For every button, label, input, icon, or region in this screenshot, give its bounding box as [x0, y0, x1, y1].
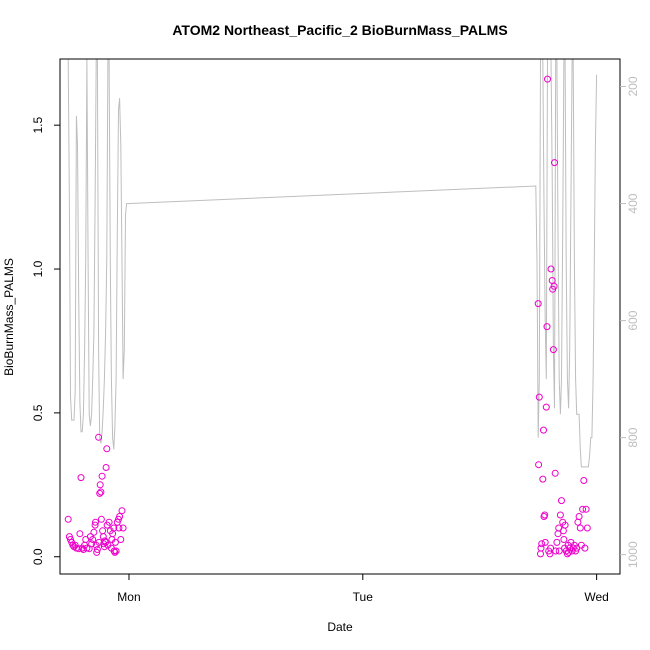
data-point	[559, 527, 567, 535]
data-point	[537, 550, 544, 558]
x-tick-label: Tue	[353, 590, 374, 604]
y2-tick-label: 800	[626, 427, 640, 447]
data-point	[111, 548, 119, 556]
data-point	[555, 547, 563, 555]
data-point	[549, 346, 557, 354]
data-point	[580, 477, 588, 484]
data-point	[544, 75, 551, 83]
chart-title: ATOM2 Northeast_Pacific_2 BioBurnMass_PA…	[172, 22, 507, 38]
data-point	[91, 521, 99, 529]
data-point	[575, 513, 583, 520]
data-point	[541, 511, 549, 519]
data-point	[535, 461, 543, 469]
y2-tick-label: 200	[626, 76, 640, 96]
data-point	[97, 488, 105, 496]
data-point	[97, 515, 105, 523]
data-point	[96, 489, 104, 497]
data-point	[93, 548, 101, 556]
data-point	[110, 524, 118, 532]
data-point	[540, 426, 547, 434]
data-point	[579, 505, 587, 513]
data-point	[541, 538, 549, 546]
data-point	[99, 527, 107, 535]
data-point	[542, 403, 550, 411]
data-point	[565, 548, 573, 556]
data-point	[105, 518, 113, 526]
data-point	[92, 518, 99, 526]
y2-tick-label: 400	[626, 193, 640, 213]
x-axis: Mon Tue Wed	[117, 574, 609, 604]
data-point	[535, 393, 543, 401]
data-point	[583, 524, 591, 532]
data-point	[88, 540, 96, 548]
x-axis-label: Date	[327, 620, 353, 634]
x-tick-label: Wed	[584, 590, 608, 604]
data-point	[90, 528, 98, 536]
data-point	[558, 497, 565, 505]
data-point	[76, 530, 84, 538]
data-point	[118, 507, 126, 515]
data-point	[581, 544, 589, 552]
data-point	[93, 546, 101, 553]
data-point	[547, 265, 555, 273]
data-point	[539, 475, 547, 483]
data-point	[98, 472, 106, 480]
data-point	[99, 533, 107, 541]
altitude-line	[67, 58, 598, 468]
data-point	[117, 536, 125, 543]
data-point	[547, 544, 555, 552]
data-point	[119, 524, 127, 532]
data-point	[77, 474, 85, 482]
data-point	[582, 505, 590, 513]
data-point	[574, 518, 582, 526]
y-tick-label: 1.5	[31, 117, 45, 134]
data-point	[102, 464, 110, 471]
y-tick-label: 1.0	[31, 260, 45, 277]
x-tick-label: Mon	[117, 590, 140, 604]
data-point	[534, 300, 542, 308]
y2-tick-label: 1000	[626, 541, 640, 568]
data-point	[576, 524, 584, 532]
data-point	[95, 433, 103, 441]
data-point	[538, 540, 546, 548]
data-point	[116, 513, 124, 520]
data-point	[64, 515, 72, 523]
points-layer	[64, 75, 591, 558]
data-point	[550, 282, 558, 290]
y2-axis: 200 400 600 800 1000	[620, 76, 640, 568]
data-point	[96, 481, 104, 489]
data-point	[551, 159, 558, 167]
data-point	[556, 511, 564, 519]
data-point	[115, 524, 123, 532]
y-axis: 0.0 0.5 1.0 1.5	[31, 117, 60, 565]
data-point	[543, 323, 551, 331]
data-point	[89, 536, 97, 543]
y-tick-label: 0.5	[31, 404, 45, 421]
y-tick-label: 0.0	[31, 548, 45, 565]
data-point	[553, 538, 561, 546]
data-point	[75, 545, 83, 553]
data-point	[560, 536, 568, 543]
data-point	[551, 469, 559, 477]
data-point	[103, 445, 111, 453]
data-point	[561, 521, 569, 529]
plot-frame	[59, 58, 621, 575]
data-point	[548, 277, 556, 284]
y2-tick-label: 600	[626, 310, 640, 330]
data-point	[552, 547, 560, 555]
data-point	[112, 547, 120, 555]
y-axis-label: BioBurnMass_PALMS	[2, 258, 16, 376]
altitude-line-layer	[67, 58, 598, 468]
data-point	[537, 544, 545, 552]
data-point	[111, 538, 119, 546]
